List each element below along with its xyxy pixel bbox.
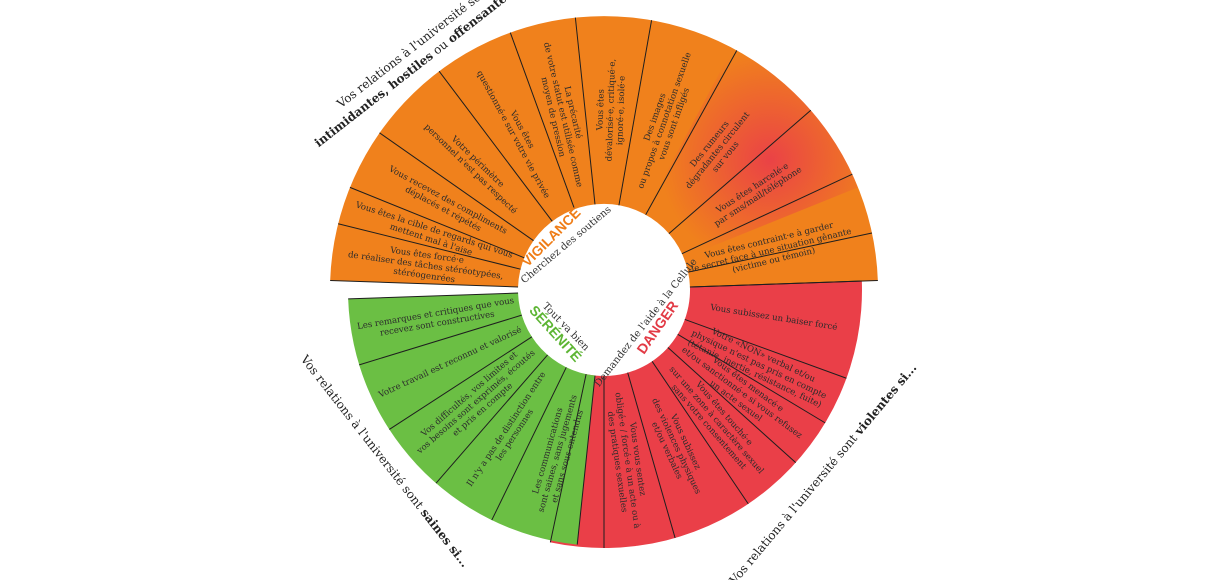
- segment-text-line: dévalorisé·e, critiqué·e,: [603, 59, 618, 162]
- segment-divider: [627, 372, 676, 539]
- segment-dividers: [330, 17, 878, 548]
- segment-divider: [667, 347, 797, 464]
- serenite-zone: [348, 293, 596, 545]
- segment-divider: [549, 374, 587, 543]
- vigilance-danger-gradient: [644, 48, 859, 258]
- danger-zone: [550, 281, 862, 548]
- segment-divider: [688, 232, 873, 273]
- segment-divider: [574, 17, 596, 205]
- serenite-outer-bold: saines si...: [418, 506, 472, 570]
- segment-text-line: ignoré·e, isolé·e: [614, 76, 627, 146]
- segment-divider: [438, 70, 553, 222]
- segment-divider: [668, 109, 812, 234]
- segment-divider: [576, 375, 596, 545]
- segment-divider: [509, 32, 576, 210]
- segment-divider: [359, 314, 522, 366]
- segment-divider: [689, 280, 862, 288]
- segment-divider: [348, 292, 519, 300]
- segment-text-line: Vous êtes: [594, 89, 606, 132]
- segment-divider: [684, 318, 847, 379]
- segment-divider: [651, 361, 749, 505]
- segment-divider: [618, 20, 653, 206]
- segment-divider: [435, 354, 548, 484]
- gradient-overlay: [644, 48, 859, 258]
- segment-divider: [681, 173, 853, 255]
- segment-divider: [338, 223, 521, 270]
- segment-divider: [330, 279, 519, 288]
- danger-outer-bold: violentes si...: [851, 361, 919, 439]
- segment-divider: [645, 50, 738, 216]
- segment-divider: [379, 132, 534, 242]
- segment-divider: [349, 186, 525, 259]
- segment-divider: [389, 336, 533, 430]
- segment-divider: [491, 367, 567, 521]
- segment-divider: [677, 333, 826, 424]
